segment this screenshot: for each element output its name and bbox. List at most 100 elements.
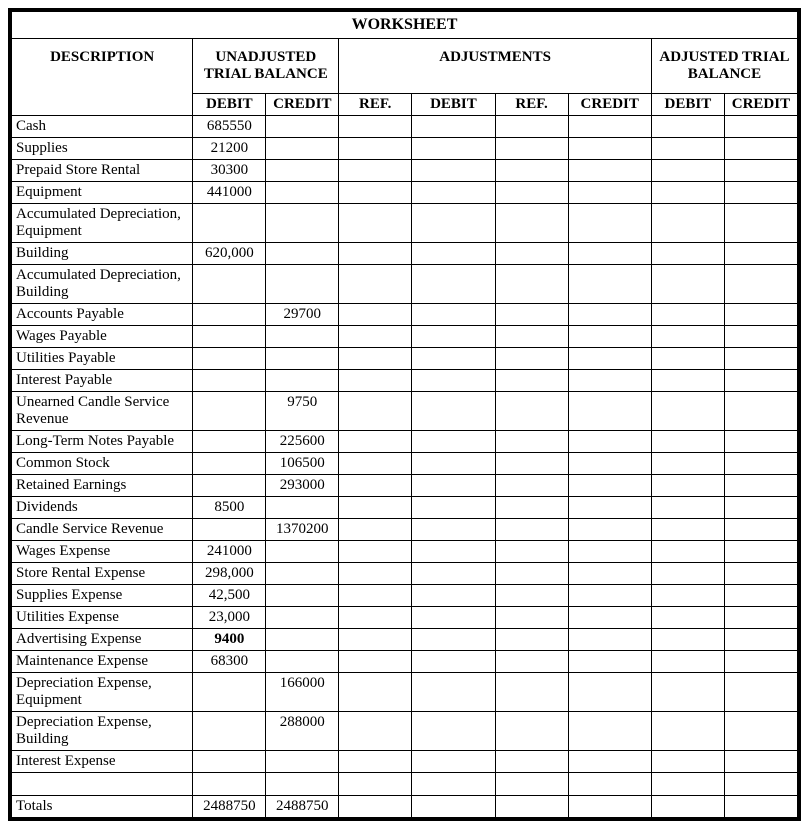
cell-adjtrial-credit — [724, 453, 797, 475]
col-adj-ref2: REF. — [495, 94, 568, 116]
cell-adj-debit — [412, 370, 495, 392]
cell-unadj-credit: 293000 — [266, 475, 339, 497]
cell-unadj-credit: 2488750 — [266, 796, 339, 818]
cell-unadj-credit — [266, 138, 339, 160]
table-row: Prepaid Store Rental30300 — [12, 160, 798, 182]
cell-unadj-debit — [193, 751, 266, 773]
cell-adj-credit — [568, 138, 651, 160]
cell-adjtrial-credit — [724, 160, 797, 182]
cell-unadj-credit — [266, 265, 339, 304]
table-row: Wages Expense241000 — [12, 541, 798, 563]
cell-description: Equipment — [12, 182, 193, 204]
cell-unadj-credit — [266, 348, 339, 370]
cell-adj-debit — [412, 585, 495, 607]
cell-adj-credit — [568, 475, 651, 497]
cell-adjtrial-credit — [724, 585, 797, 607]
cell-adj-ref1 — [339, 497, 412, 519]
cell-adjtrial-debit — [651, 585, 724, 607]
col-adjustments: ADJUSTMENTS — [339, 39, 652, 94]
worksheet-container: WORKSHEET DESCRIPTION UNADJUSTED TRIAL B… — [8, 8, 801, 821]
cell-unadj-credit — [266, 585, 339, 607]
cell-adj-debit — [412, 453, 495, 475]
cell-description: Interest Expense — [12, 751, 193, 773]
cell-adj-credit — [568, 563, 651, 585]
cell-adj-credit — [568, 519, 651, 541]
table-row: Supplies Expense42,500 — [12, 585, 798, 607]
cell-unadj-debit: 21200 — [193, 138, 266, 160]
cell-adj-ref1 — [339, 116, 412, 138]
cell-adj-debit — [412, 431, 495, 453]
cell-adj-ref1 — [339, 265, 412, 304]
spacer-cell — [266, 773, 339, 796]
cell-adj-ref2 — [495, 651, 568, 673]
cell-adj-ref2 — [495, 607, 568, 629]
table-row: Building620,000 — [12, 243, 798, 265]
cell-adj-ref1 — [339, 138, 412, 160]
cell-description: Depreciation Expense, Equipment — [12, 673, 193, 712]
cell-adjtrial-debit — [651, 475, 724, 497]
table-row: Utilities Payable — [12, 348, 798, 370]
worksheet-table: WORKSHEET DESCRIPTION UNADJUSTED TRIAL B… — [11, 11, 798, 818]
cell-description: Dividends — [12, 497, 193, 519]
cell-description: Supplies — [12, 138, 193, 160]
cell-adj-ref1 — [339, 243, 412, 265]
cell-unadj-debit — [193, 265, 266, 304]
cell-unadj-credit: 9750 — [266, 392, 339, 431]
cell-adj-credit — [568, 326, 651, 348]
table-row: Totals24887502488750 — [12, 796, 798, 818]
cell-unadj-debit: 2488750 — [193, 796, 266, 818]
cell-adj-ref2 — [495, 519, 568, 541]
cell-description: Accumulated Depreciation, Building — [12, 265, 193, 304]
cell-adj-ref1 — [339, 629, 412, 651]
cell-adj-ref2 — [495, 116, 568, 138]
cell-adj-ref1 — [339, 431, 412, 453]
cell-unadj-debit: 9400 — [193, 629, 266, 651]
cell-unadj-debit: 620,000 — [193, 243, 266, 265]
cell-unadj-credit — [266, 563, 339, 585]
cell-adjtrial-debit — [651, 796, 724, 818]
col-unadj-debit: DEBIT — [193, 94, 266, 116]
cell-adj-credit — [568, 629, 651, 651]
cell-adj-ref1 — [339, 607, 412, 629]
cell-unadj-debit: 68300 — [193, 651, 266, 673]
cell-adj-credit — [568, 348, 651, 370]
cell-adj-ref2 — [495, 348, 568, 370]
cell-adj-debit — [412, 348, 495, 370]
cell-adjtrial-credit — [724, 751, 797, 773]
cell-adj-credit — [568, 431, 651, 453]
cell-adj-ref1 — [339, 304, 412, 326]
col-adjusted: ADJUSTED TRIAL BALANCE — [651, 39, 797, 94]
table-row: Advertising Expense9400 — [12, 629, 798, 651]
spacer-cell — [568, 773, 651, 796]
cell-adj-credit — [568, 116, 651, 138]
cell-adj-credit — [568, 541, 651, 563]
cell-adjtrial-debit — [651, 182, 724, 204]
cell-adjtrial-credit — [724, 348, 797, 370]
table-row: Accounts Payable29700 — [12, 304, 798, 326]
cell-unadj-credit — [266, 541, 339, 563]
cell-adj-ref1 — [339, 392, 412, 431]
cell-unadj-debit: 42,500 — [193, 585, 266, 607]
cell-adj-ref2 — [495, 160, 568, 182]
cell-adjtrial-credit — [724, 204, 797, 243]
spacer-cell — [339, 773, 412, 796]
table-row: Equipment441000 — [12, 182, 798, 204]
cell-adj-ref2 — [495, 796, 568, 818]
cell-unadj-credit — [266, 751, 339, 773]
cell-unadj-debit: 30300 — [193, 160, 266, 182]
cell-adjtrial-credit — [724, 712, 797, 751]
cell-adjtrial-credit — [724, 541, 797, 563]
cell-adj-ref2 — [495, 431, 568, 453]
cell-unadj-credit — [266, 629, 339, 651]
cell-unadj-debit — [193, 475, 266, 497]
cell-unadj-credit — [266, 607, 339, 629]
cell-adjtrial-debit — [651, 541, 724, 563]
cell-description: Utilities Expense — [12, 607, 193, 629]
cell-adj-debit — [412, 796, 495, 818]
cell-adj-credit — [568, 796, 651, 818]
cell-adj-debit — [412, 182, 495, 204]
cell-unadj-credit — [266, 651, 339, 673]
cell-adj-credit — [568, 607, 651, 629]
cell-unadj-credit — [266, 116, 339, 138]
cell-adj-ref2 — [495, 563, 568, 585]
